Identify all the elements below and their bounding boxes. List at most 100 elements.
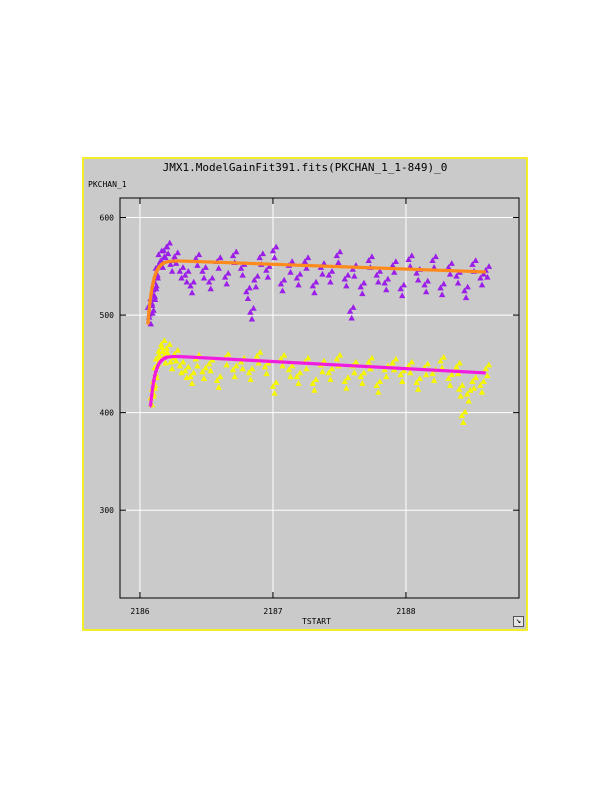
- data-point: [248, 315, 256, 322]
- data-point: [392, 258, 400, 264]
- data-point: [166, 239, 173, 246]
- data-point: [480, 270, 487, 277]
- data-point: [246, 284, 253, 291]
- data-point: [373, 271, 380, 278]
- data-point: [166, 341, 173, 347]
- fit-line: [148, 354, 486, 406]
- data-point: [174, 249, 181, 256]
- fit-point: [152, 373, 157, 378]
- data-point: [383, 286, 390, 293]
- data-point: [164, 250, 172, 257]
- data-point: [181, 271, 189, 278]
- data-point: [151, 293, 159, 300]
- data-point: [171, 253, 178, 260]
- data-point: [245, 369, 253, 376]
- data-point: [172, 357, 180, 364]
- data-point: [440, 280, 447, 287]
- data-point: [336, 248, 344, 255]
- data-point: [233, 362, 240, 369]
- data-point: [185, 267, 192, 274]
- data-point: [344, 374, 352, 381]
- data-point: [178, 369, 185, 376]
- chart-svg: 2186 2187 2188 300 400 500 600: [100, 197, 520, 616]
- data-point: [383, 373, 390, 380]
- data-point: [237, 265, 245, 271]
- data-point: [287, 373, 294, 380]
- data-point: [252, 283, 260, 290]
- fit-point: [149, 291, 154, 296]
- data-point: [269, 247, 277, 254]
- data-point: [341, 378, 348, 384]
- data-point: [389, 359, 396, 366]
- data-point: [261, 363, 269, 370]
- data-point: [205, 360, 213, 367]
- data-point: [344, 271, 352, 278]
- data-point: [477, 274, 484, 281]
- fit-point: [148, 299, 153, 304]
- data-point: [154, 274, 161, 281]
- data-point: [251, 276, 258, 283]
- data-point: [179, 264, 187, 270]
- data-point: [205, 278, 213, 285]
- data-point: [181, 367, 189, 374]
- data-point: [454, 279, 462, 286]
- data-point: [288, 362, 296, 369]
- data-point: [365, 257, 372, 263]
- data-point: [484, 372, 491, 379]
- data-point: [159, 264, 167, 270]
- data-point: [223, 361, 230, 368]
- data-point: [155, 251, 162, 258]
- data-point: [160, 247, 168, 254]
- data-point: [359, 290, 366, 297]
- data-point: [457, 392, 464, 399]
- data-point: [319, 270, 326, 277]
- data-point: [384, 275, 392, 282]
- data-point: [325, 369, 333, 376]
- data-point: [295, 281, 302, 288]
- data-point: [460, 419, 467, 425]
- data-point: [400, 281, 408, 288]
- fit-point: [153, 369, 158, 374]
- data-point: [407, 263, 414, 269]
- resize-arrow-icon[interactable]: ↘: [513, 616, 524, 627]
- data-point: [187, 282, 194, 289]
- data-point: [217, 254, 224, 261]
- data-point: [247, 376, 254, 383]
- data-point: [359, 380, 366, 386]
- data-point: [225, 350, 232, 357]
- data-point: [484, 273, 491, 280]
- y-tick-label: 600: [100, 214, 115, 223]
- data-point: [158, 257, 165, 263]
- data-point: [269, 383, 277, 389]
- fit-point: [151, 280, 156, 285]
- data-point: [312, 278, 320, 285]
- data-point: [288, 258, 296, 264]
- data-point: [147, 320, 155, 327]
- data-point: [351, 369, 358, 376]
- data-point: [336, 351, 344, 358]
- y-tick-label: 500: [100, 311, 115, 320]
- data-point: [272, 243, 280, 250]
- data-point: [328, 267, 336, 274]
- data-point: [328, 365, 336, 372]
- data-point: [327, 376, 334, 383]
- x-tick-label: 2188: [396, 607, 415, 616]
- data-point: [280, 351, 288, 358]
- data-point: [250, 305, 257, 311]
- data-point: [478, 281, 486, 288]
- data-point: [397, 371, 404, 378]
- data-point: [285, 366, 293, 373]
- data-point: [320, 357, 328, 364]
- data-point: [325, 271, 333, 278]
- data-point: [162, 359, 169, 366]
- data-point: [429, 257, 436, 263]
- data-point: [167, 358, 174, 365]
- data-point: [221, 273, 229, 280]
- data-point: [333, 252, 340, 259]
- data-point: [408, 252, 416, 259]
- data-point: [303, 365, 310, 372]
- data-point: [163, 345, 170, 351]
- data-point: [437, 357, 444, 364]
- data-point: [446, 270, 454, 277]
- data-point: [185, 363, 192, 370]
